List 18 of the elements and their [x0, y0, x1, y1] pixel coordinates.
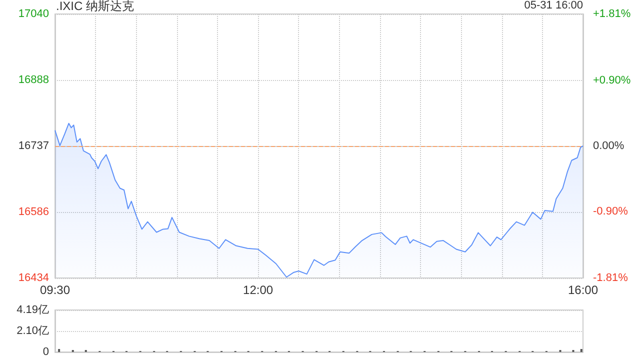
y-tick-label: 16434: [18, 272, 49, 284]
y-tick-label: 0: [42, 346, 49, 358]
x-tick-label: 12:00: [243, 283, 274, 297]
y-tick-label: 16888: [18, 74, 49, 86]
chart-title: .IXIC 纳斯达克: [56, 0, 134, 13]
y2-tick-label: 0.00%: [593, 140, 624, 152]
y-tick-label: 16737: [18, 140, 49, 152]
text: 05-31 16:00: [524, 0, 583, 12]
y-tick-label: 16586: [18, 206, 49, 218]
y2-tick-label: +1.81%: [593, 8, 631, 20]
y2-tick-label: +0.90%: [593, 74, 631, 86]
y2-tick-label: -0.90%: [593, 206, 628, 218]
y-tick-label: 4.19亿: [16, 304, 49, 316]
x-tick-label: 09:30: [40, 283, 70, 297]
y-tick-label: 2.10亿: [16, 324, 49, 337]
y2-tick-label: -1.81%: [593, 272, 628, 284]
x-tick-label: 16:00: [568, 283, 598, 297]
y-tick-label: 17040: [18, 8, 49, 20]
